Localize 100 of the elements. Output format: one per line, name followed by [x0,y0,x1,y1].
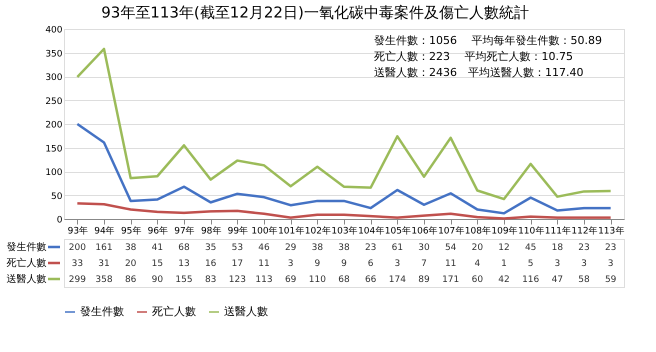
annotation: 死亡人數：223 平均死亡人數：10.75 [374,50,573,63]
x-tick-label: 113年 [598,226,624,236]
data-label: 89 [418,275,430,285]
x-tick-label: 94年 [94,226,115,236]
data-label: 38 [124,243,137,253]
chart-title: 93年至113年(截至12月22日)一氧化碳中毒案件及傷亡人數統計 [101,4,529,22]
data-label: 90 [152,275,164,285]
data-label: 41 [152,243,164,253]
x-tick-label: 93年 [68,226,88,236]
y-tick-label: 0 [56,216,63,226]
text: 送醫人數 [6,274,46,285]
data-label: 29 [284,243,297,253]
data-label: 9 [314,259,320,269]
y-tick-label: 300 [45,73,63,83]
data-label: 23 [604,243,616,253]
data-label: 174 [388,275,406,285]
x-tick-label: 99年 [228,226,248,236]
x-tick-label: 97年 [174,226,195,236]
data-label: 20 [472,243,484,253]
data-label: 23 [578,243,590,253]
legend-label: 送醫人數 [224,305,268,318]
x-tick-label: 112年 [571,226,598,236]
data-label: 60 [472,275,484,285]
x-tick-label: 103年 [331,226,358,236]
annotation: 發生件數：1056 平均每年發生件數：50.89 [374,34,602,47]
x-tick-label: 96年 [148,226,168,236]
data-label: 11 [258,259,270,269]
x-tick-label: 100年 [251,226,278,236]
x-tick-label: 111年 [544,226,571,236]
data-label: 5 [528,259,534,269]
data-label: 155 [175,275,193,285]
x-tick-label: 101年 [278,226,304,236]
data-label: 9 [341,259,348,269]
legend-label: 發生件數 [80,305,124,318]
data-label: 54 [444,243,457,253]
data-label: 33 [72,259,84,269]
data-label: 86 [124,275,137,285]
data-label: 3 [394,259,400,269]
y-tick-label: 200 [45,120,63,130]
data-label: 18 [552,243,564,253]
data-label: 38 [338,243,350,253]
y-tick-label: 100 [45,168,63,178]
data-label: 110 [308,275,326,285]
data-label: 113 [255,275,273,285]
x-tick-label: 102年 [304,226,331,236]
data-label: 3 [581,259,587,269]
data-label: 3 [554,259,560,269]
data-label: 30 [418,243,430,253]
data-label: 13 [178,259,190,269]
data-label: 171 [442,275,460,285]
line-series [76,122,612,215]
data-label: 35 [204,243,216,253]
data-label: 23 [364,243,376,253]
line-series [76,48,612,200]
data-label: 161 [95,243,113,253]
x-tick-label: 104年 [358,226,384,236]
data-label: 11 [444,259,456,269]
data-label: 45 [524,243,536,253]
x-tick-label: 106年 [411,226,438,236]
text: 發生件數 [6,242,46,253]
data-label: 58 [578,275,590,285]
data-label: 83 [204,275,216,285]
data-label: 15 [152,259,164,269]
data-label: 31 [98,259,110,269]
data-label: 20 [124,259,137,269]
data-label: 16 [204,259,217,269]
y-tick-label: 250 [45,96,63,107]
data-label: 61 [392,243,404,253]
y-tick-label: 350 [45,49,63,60]
data-label: 66 [364,275,377,285]
data-label: 68 [338,275,350,285]
data-label: 116 [522,275,540,285]
data-label: 68 [178,243,190,253]
x-tick-label: 107年 [438,226,464,236]
data-label: 59 [604,275,617,285]
x-tick-label: 105年 [384,226,411,236]
data-label: 7 [421,259,427,269]
data-label: 47 [552,275,564,285]
data-label: 42 [498,275,510,285]
data-label: 3 [288,259,294,269]
y-tick-label: 50 [51,192,63,202]
x-tick-label: 98年 [200,226,222,236]
data-label: 53 [232,243,244,253]
data-label: 3 [608,259,614,269]
data-label: 6 [368,259,374,269]
x-tick-label: 108年 [464,226,491,236]
data-label: 69 [284,275,297,285]
data-label: 1 [501,259,507,269]
data-label: 4 [474,259,480,269]
data-label: 358 [95,275,113,285]
legend-label: 死亡人數 [152,305,196,318]
data-label: 17 [232,259,244,269]
x-tick-label: 109年 [491,226,518,236]
line-series [76,202,612,220]
data-label: 299 [68,275,86,285]
data-label: 200 [68,243,86,253]
data-label: 12 [498,243,510,253]
x-tick-label: 95年 [120,226,142,236]
text: 死亡人數 [6,258,46,269]
x-tick-label: 110年 [518,226,544,236]
